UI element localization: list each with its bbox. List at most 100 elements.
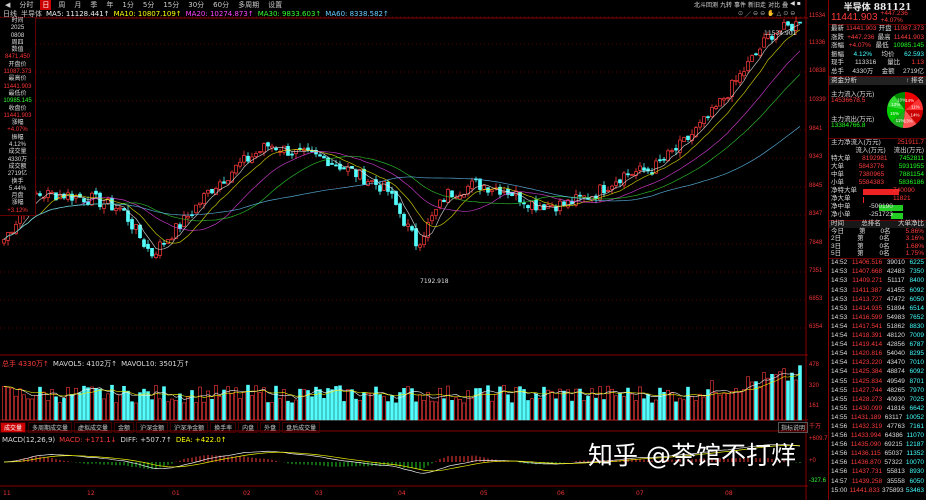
draw-tool-icon[interactable]: ⊙ — [783, 10, 789, 17]
tick-list[interactable]: 14:52 11406.516 39010 6225 14:53 11407.668 424… — [829, 258, 926, 495]
candle-up — [418, 244, 422, 248]
top-tool-button[interactable]: ◀ — [790, 0, 795, 7]
volume-bar — [134, 402, 138, 421]
top-tool-button[interactable]: 北斗回测 — [694, 2, 719, 9]
draw-tool-icon[interactable]: ⊖ — [790, 10, 796, 17]
volume-bar — [702, 396, 706, 421]
pie-slice — [891, 109, 905, 128]
tick-cell: 14:55 — [831, 386, 848, 394]
draw-tool-icon[interactable]: ✋ — [767, 10, 775, 17]
tick-cell: 69215 — [884, 441, 903, 449]
volume-bar — [694, 400, 698, 421]
tick-cell: 63117 — [884, 413, 903, 421]
period-tab[interactable]: 5分 — [142, 0, 155, 9]
volume-bar — [326, 388, 330, 421]
period-tab[interactable]: ◀ — [5, 0, 11, 9]
volume-bar — [174, 399, 178, 421]
indicator-tab[interactable]: 沪深金额 — [136, 422, 169, 433]
date-axis-label: 12 — [87, 490, 95, 497]
volume-bar — [530, 398, 534, 421]
indicator-tab[interactable]: 内盘 — [238, 422, 259, 433]
tick-cell: 11070 — [906, 432, 924, 440]
price-axis-label: 6853 — [809, 296, 823, 302]
top-tool-button[interactable]: 叠 — [782, 2, 789, 9]
candle-down — [674, 148, 678, 151]
draw-tool-icon[interactable]: ／ — [745, 12, 752, 19]
quote-cell: 11087.373 — [893, 25, 924, 32]
draw-tool-icon[interactable]: ⊙ — [738, 10, 744, 17]
top-tool-button[interactable]: ▪ — [796, 0, 801, 7]
quote-cell: 4.12% — [853, 50, 872, 58]
net-row: 净中单 -500190 — [829, 204, 926, 212]
period-tab[interactable]: 分时 — [19, 0, 34, 9]
tick-cell: 11417.541 — [851, 322, 883, 330]
volume-bar — [654, 399, 658, 421]
candle-down — [246, 155, 250, 162]
big-pct: +4.07% — [880, 16, 903, 24]
tick-row: 14:54 11417.541 51862 8830 — [829, 323, 926, 332]
candle-down — [442, 199, 446, 202]
period-tab[interactable]: 1分 — [122, 0, 134, 9]
top-tool-button[interactable]: 新旧走 — [748, 2, 767, 9]
tick-cell: 41455 — [886, 286, 905, 294]
period-tab[interactable]: 季 — [90, 0, 98, 9]
candle-up — [202, 193, 206, 205]
candle-down — [410, 226, 414, 231]
indicator-tab[interactable]: 换手率 — [210, 422, 237, 433]
period-tab[interactable]: 日 — [40, 0, 52, 10]
price-axis-label: 10339 — [809, 97, 826, 103]
flow-type: 特大单 — [831, 155, 851, 163]
volume-bar — [466, 390, 470, 421]
period-tab[interactable]: 年 — [106, 0, 114, 9]
indicator-tab[interactable]: 金额 — [114, 422, 135, 433]
tick-cell: 11432.319 — [851, 422, 883, 430]
indicator-tab[interactable]: 虚拟成交量 — [74, 422, 113, 433]
period-tab[interactable]: 15分 — [163, 0, 180, 9]
volume-bar — [50, 389, 54, 421]
volume-bar — [318, 389, 322, 421]
indicator-tab[interactable]: 外盘 — [260, 422, 281, 433]
kline-chart[interactable] — [0, 0, 808, 500]
fund-analysis-tab[interactable]: 资金分析 — [831, 76, 857, 84]
period-tab[interactable]: 60分 — [213, 0, 230, 9]
index-help-button[interactable]: 指标说明 — [778, 422, 809, 433]
volume-bar — [6, 386, 10, 421]
tick-row: 14:56 11437.731 55813 8930 — [829, 468, 926, 477]
quote-cell: +447.236 — [847, 33, 875, 41]
dea-value: DEA: +422.0↑ — [175, 436, 227, 444]
top-tool-button[interactable]: 九转 — [720, 2, 733, 9]
volume-bar — [394, 402, 398, 421]
volume-bar — [730, 391, 734, 421]
rank-button[interactable]: ↑ 排名 — [905, 76, 924, 84]
tick-cell: 375893 — [881, 486, 904, 494]
indicator-tab[interactable]: 多周期成交量 — [28, 422, 73, 433]
draw-tool-icon[interactable]: ⊖ — [753, 10, 759, 17]
rank-cell: 第 — [857, 235, 864, 242]
draw-tool-icon[interactable]: ⊖ — [760, 10, 766, 17]
flow-row: 特大单 8192981 7452811 — [829, 156, 926, 164]
volume-bar — [66, 387, 70, 421]
period-tab[interactable]: 周 — [58, 0, 66, 9]
volume-bar — [518, 386, 522, 421]
period-tab[interactable]: 30分 — [188, 0, 205, 9]
big-change: +447.236 — [880, 9, 908, 17]
sidebar-field: 周四 — [11, 39, 24, 46]
tick-cell: 40930 — [886, 395, 905, 403]
candle-up — [490, 189, 494, 192]
volume-bar — [322, 398, 326, 421]
indicator-tab[interactable]: 盘后成交量 — [282, 422, 321, 433]
tick-row: 14:53 11411.387 41455 6092 — [829, 286, 926, 295]
indicator-tab[interactable]: 成交量 — [0, 422, 27, 433]
period-tab[interactable]: 月 — [74, 0, 82, 9]
volume-bar — [754, 381, 758, 421]
candle-up — [430, 215, 434, 222]
indicator-tab[interactable]: 沪深净金额 — [170, 422, 209, 433]
period-tab[interactable]: 多周期 — [238, 0, 260, 9]
quote-row: 最新 11441.903 开盘 11087.373 — [829, 25, 926, 34]
volume-bar — [418, 394, 422, 421]
top-tool-button[interactable]: 事件 — [734, 2, 747, 9]
period-tab[interactable]: 设置 — [268, 0, 283, 9]
draw-tool-icon[interactable]: △ — [776, 10, 782, 17]
top-tool-button[interactable]: 对比 — [768, 2, 781, 9]
mavol10-line — [3, 373, 801, 399]
